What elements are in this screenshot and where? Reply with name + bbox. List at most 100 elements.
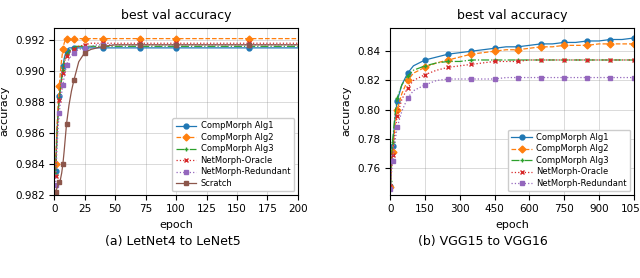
CompMorph Alg2 <box>269 37 277 40</box>
CompMorph Alg2 <box>70 37 77 40</box>
CompMorph Alg3 <box>60 60 68 63</box>
CompMorph Alg3 <box>53 137 61 141</box>
Scratch <box>60 150 68 153</box>
NetMorph-Redundant <box>548 76 556 79</box>
CompMorph Alg2 <box>148 37 156 40</box>
CompMorph Alg1 <box>57 83 65 87</box>
CompMorph Alg2 <box>87 37 95 40</box>
CompMorph Alg1 <box>444 53 452 56</box>
CompMorph Alg1 <box>68 46 76 49</box>
CompMorph Alg2 <box>81 37 89 40</box>
Scratch <box>58 171 65 175</box>
CompMorph Alg2 <box>160 37 168 40</box>
NetMorph-Redundant <box>388 159 396 163</box>
NetMorph-Redundant <box>388 172 396 176</box>
NetMorph-Redundant <box>160 43 168 46</box>
NetMorph-Redundant <box>136 43 143 46</box>
NetMorph-Oracle <box>479 61 487 64</box>
CompMorph Alg2 <box>467 53 475 56</box>
Line: NetMorph-Redundant: NetMorph-Redundant <box>388 75 636 191</box>
Scratch <box>72 70 80 73</box>
NetMorph-Redundant <box>584 76 591 79</box>
CompMorph Alg1 <box>607 38 614 41</box>
NetMorph-Oracle <box>525 58 533 62</box>
CompMorph Alg2 <box>537 45 545 48</box>
NetMorph-Oracle <box>56 99 63 102</box>
CompMorph Alg1 <box>70 46 77 49</box>
NetMorph-Redundant <box>172 43 180 46</box>
NetMorph-Redundant <box>245 43 253 46</box>
CompMorph Alg3 <box>391 114 399 117</box>
CompMorph Alg2 <box>56 85 63 88</box>
NetMorph-Oracle <box>502 60 510 63</box>
NetMorph-Redundant <box>525 76 533 79</box>
CompMorph Alg3 <box>444 60 452 63</box>
NetMorph-Redundant <box>65 57 73 60</box>
NetMorph-Oracle <box>148 42 156 45</box>
NetMorph-Oracle <box>59 71 67 74</box>
NetMorph-Redundant <box>572 76 579 79</box>
Scratch <box>245 43 253 46</box>
Scratch <box>196 43 204 46</box>
CompMorph Alg2 <box>388 167 396 170</box>
CompMorph Alg2 <box>93 37 101 40</box>
NetMorph-Oracle <box>54 114 62 118</box>
CompMorph Alg3 <box>607 58 614 62</box>
NetMorph-Oracle <box>124 42 131 45</box>
NetMorph-Redundant <box>560 76 568 79</box>
CompMorph Alg3 <box>502 58 510 62</box>
NetMorph-Redundant <box>75 48 83 51</box>
NetMorph-Redundant <box>398 110 406 113</box>
CompMorph Alg2 <box>491 49 499 53</box>
CompMorph Alg3 <box>294 45 301 48</box>
NetMorph-Oracle <box>70 48 77 51</box>
Scratch <box>70 79 77 82</box>
CompMorph Alg2 <box>60 42 68 45</box>
CompMorph Alg3 <box>404 75 412 78</box>
NetMorph-Oracle <box>467 63 475 66</box>
CompMorph Alg1 <box>75 46 83 49</box>
CompMorph Alg3 <box>433 61 440 64</box>
NetMorph-Redundant <box>618 76 626 79</box>
CompMorph Alg2 <box>525 47 533 50</box>
NetMorph-Oracle <box>444 66 452 69</box>
CompMorph Alg1 <box>59 65 67 68</box>
CompMorph Alg3 <box>388 140 396 144</box>
NetMorph-Redundant <box>196 43 204 46</box>
NetMorph-Oracle <box>65 51 73 54</box>
CompMorph Alg2 <box>410 71 417 75</box>
Scratch <box>160 43 168 46</box>
CompMorph Alg2 <box>502 48 510 51</box>
CompMorph Alg1 <box>548 42 556 46</box>
CompMorph Alg1 <box>537 42 545 46</box>
NetMorph-Oracle <box>404 86 412 90</box>
Line: NetMorph-Redundant: NetMorph-Redundant <box>53 42 300 188</box>
CompMorph Alg1 <box>269 46 277 49</box>
CompMorph Alg1 <box>148 46 156 49</box>
CompMorph Alg2 <box>479 51 487 54</box>
CompMorph Alg1 <box>136 46 143 49</box>
CompMorph Alg1 <box>388 164 396 167</box>
Y-axis label: accuracy: accuracy <box>0 86 10 136</box>
CompMorph Alg3 <box>72 45 80 48</box>
CompMorph Alg1 <box>398 83 406 86</box>
NetMorph-Oracle <box>388 153 396 157</box>
NetMorph-Oracle <box>491 60 499 63</box>
CompMorph Alg2 <box>560 44 568 47</box>
Scratch <box>294 43 301 46</box>
Scratch <box>52 190 60 193</box>
NetMorph-Oracle <box>630 58 637 62</box>
CompMorph Alg3 <box>68 48 76 51</box>
CompMorph Alg2 <box>172 37 180 40</box>
Scratch <box>93 46 101 49</box>
NetMorph-Oracle <box>584 58 591 62</box>
NetMorph-Oracle <box>221 42 228 45</box>
NetMorph-Oracle <box>294 42 301 45</box>
CompMorph Alg2 <box>630 42 637 46</box>
CompMorph Alg1 <box>595 39 603 43</box>
Scratch <box>99 45 107 48</box>
NetMorph-Redundant <box>491 77 499 81</box>
NetMorph-Oracle <box>172 42 180 45</box>
CompMorph Alg1 <box>221 46 228 49</box>
CompMorph Alg3 <box>388 158 396 161</box>
